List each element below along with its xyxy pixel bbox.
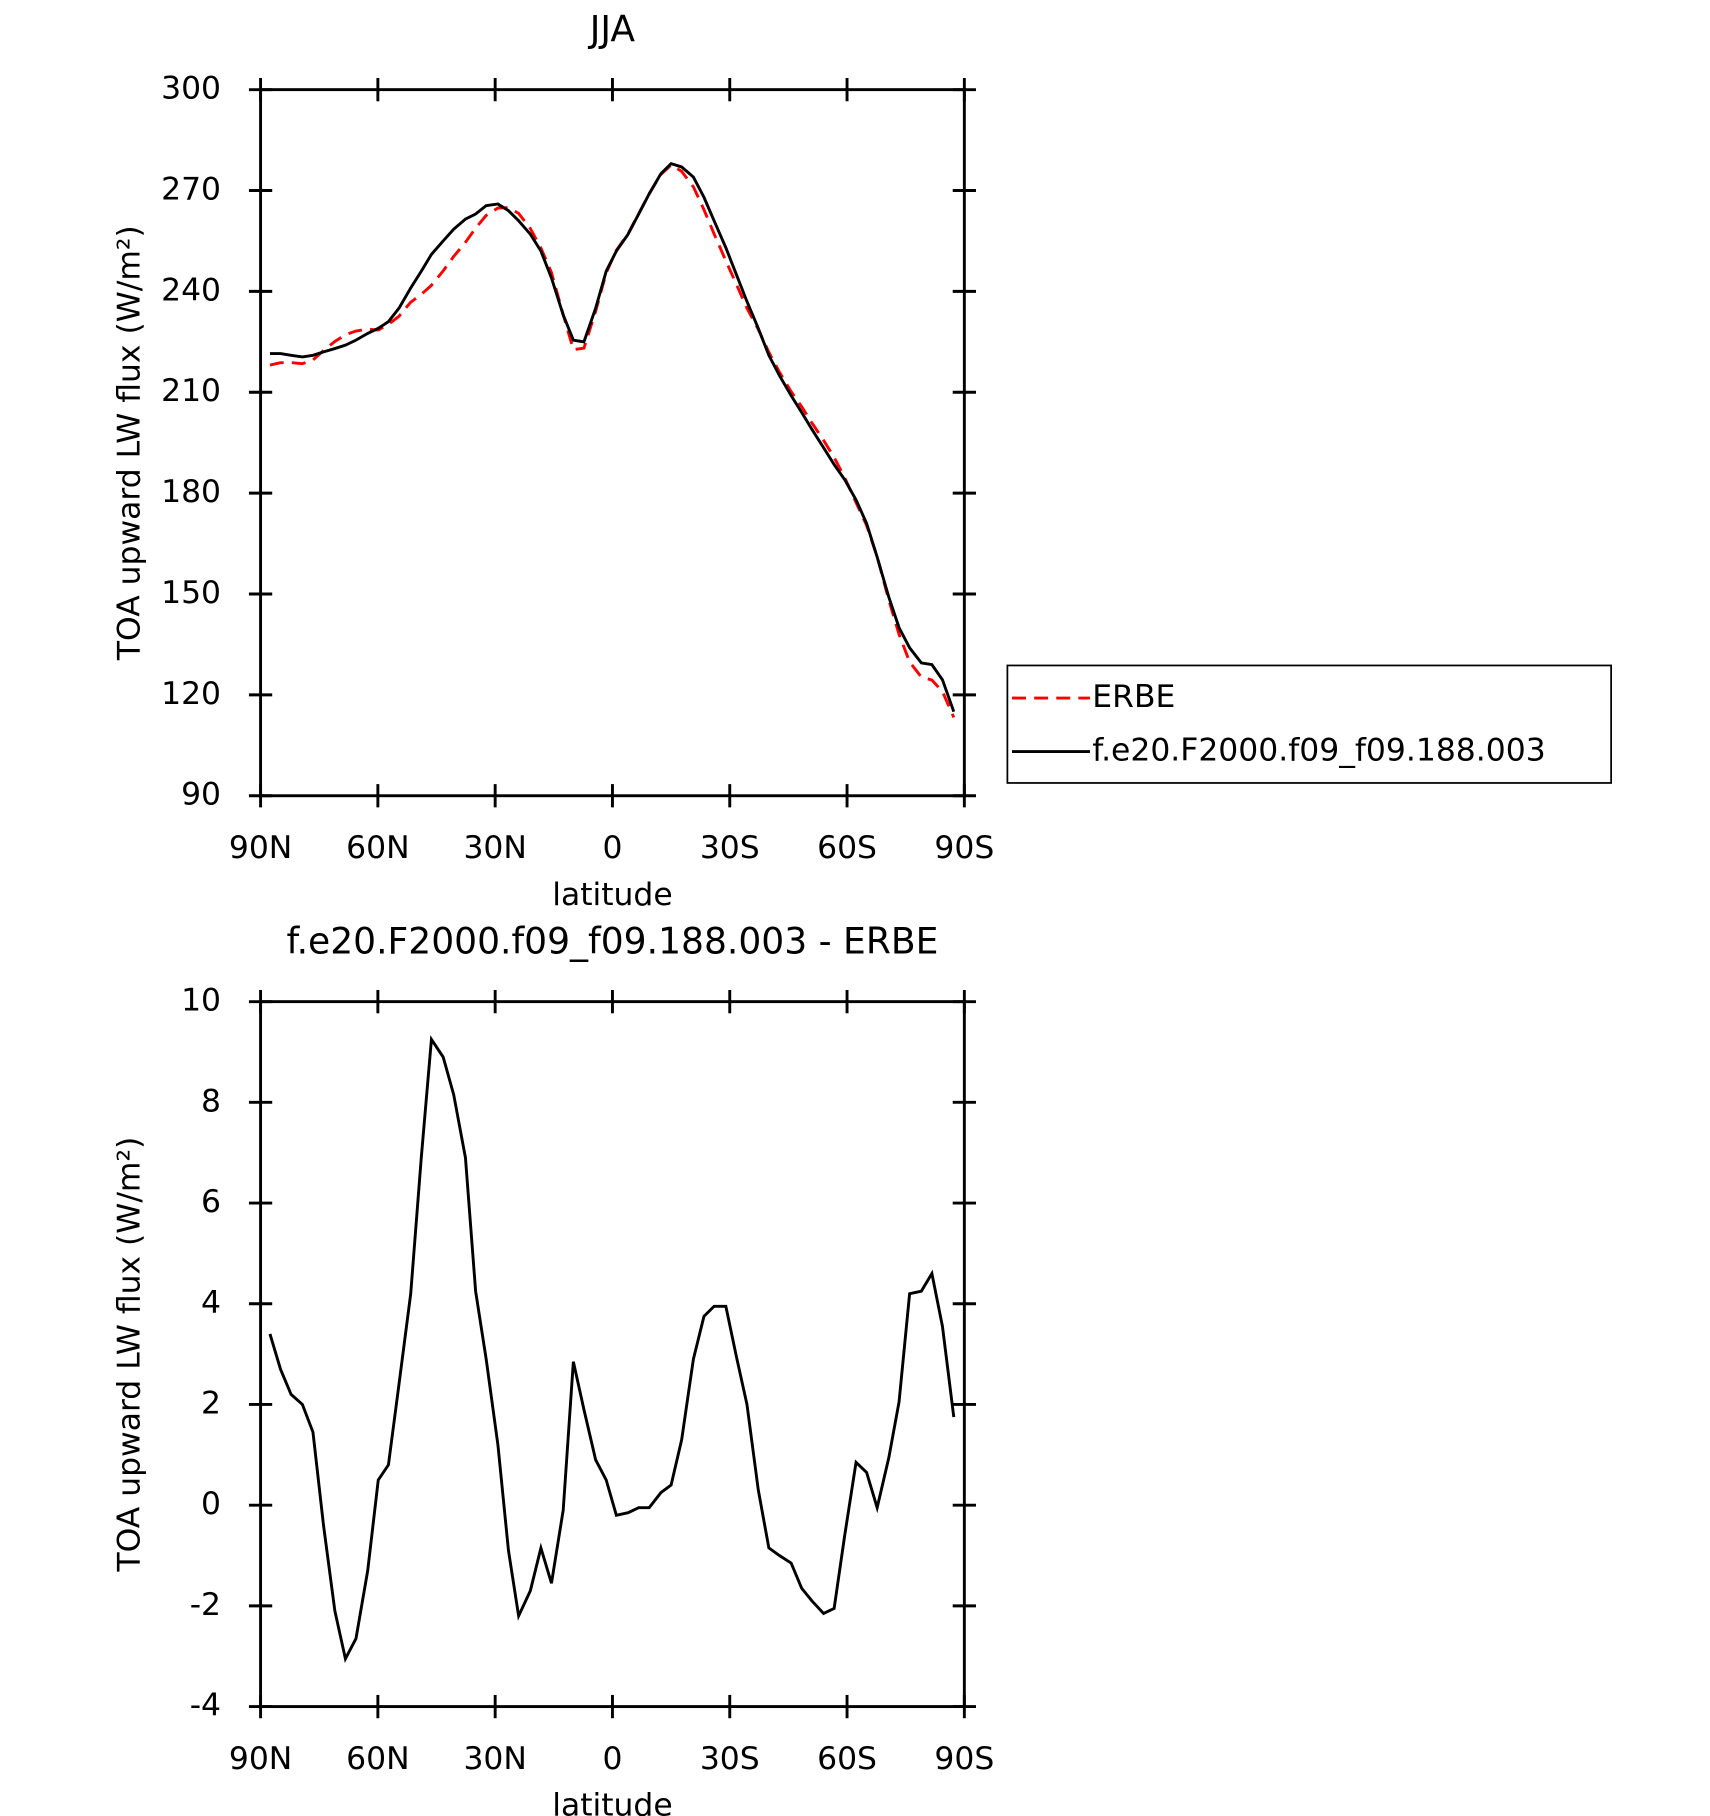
y-tick-label: 240 xyxy=(161,272,221,308)
x-tick-label: 30S xyxy=(700,830,760,866)
y-tick-label: 10 xyxy=(181,983,221,1019)
y-axis-label: TOA upward LW flux (W/m²) xyxy=(111,225,147,661)
y-tick-label: 180 xyxy=(161,474,221,510)
legend-box xyxy=(1006,664,1612,784)
y-tick-label: 8 xyxy=(201,1083,221,1119)
y-tick-label: 4 xyxy=(201,1285,221,1321)
x-tick-label: 90N xyxy=(229,830,292,866)
y-tick-label: 6 xyxy=(201,1184,221,1220)
x-tick-label: 60S xyxy=(817,830,877,866)
legend-label: ERBE xyxy=(1092,679,1175,715)
x-tick-label: 90S xyxy=(934,1741,994,1777)
y-tick-label: 300 xyxy=(161,71,221,107)
x-tick-label: 60S xyxy=(817,1741,877,1777)
plot-frame xyxy=(259,88,966,798)
x-tick-label: 90N xyxy=(229,1741,292,1777)
x-axis-label: latitude xyxy=(552,877,672,913)
x-tick-label: 90S xyxy=(934,830,994,866)
x-axis-label: latitude xyxy=(552,1788,672,1816)
y-tick-label: 270 xyxy=(161,172,221,208)
chart-title: JJA xyxy=(588,8,636,50)
x-tick-label: 0 xyxy=(602,1741,622,1777)
x-tick-label: 60N xyxy=(346,1741,409,1777)
y-tick-label: 0 xyxy=(201,1486,221,1522)
y-tick-label: -2 xyxy=(190,1587,221,1623)
y-tick-label: -4 xyxy=(190,1688,221,1724)
y-axis-label: TOA upward LW flux (W/m²) xyxy=(111,1137,147,1573)
x-tick-label: 30N xyxy=(463,830,526,866)
series-line xyxy=(269,163,956,718)
legend: ERBE f.e20.F2000.f09_f09.188.003 xyxy=(1006,664,1612,784)
x-tick-label: 0 xyxy=(602,830,622,866)
x-tick-label: 30S xyxy=(700,1741,760,1777)
y-tick-label: 2 xyxy=(201,1385,221,1421)
series-line xyxy=(268,1035,956,1663)
y-tick-label: 90 xyxy=(181,777,221,813)
x-tick-label: 30N xyxy=(463,1741,526,1777)
series-line xyxy=(269,161,956,713)
y-tick-label: 210 xyxy=(161,373,221,409)
chart-title: f.e20.F2000.f09_f09.188.003 - ERBE xyxy=(287,920,939,962)
plot-frame xyxy=(259,1000,966,1709)
x-tick-label: 60N xyxy=(346,830,409,866)
legend-label: f.e20.F2000.f09_f09.188.003 xyxy=(1092,733,1545,769)
y-tick-label: 150 xyxy=(161,575,221,611)
y-tick-label: 120 xyxy=(161,676,221,712)
